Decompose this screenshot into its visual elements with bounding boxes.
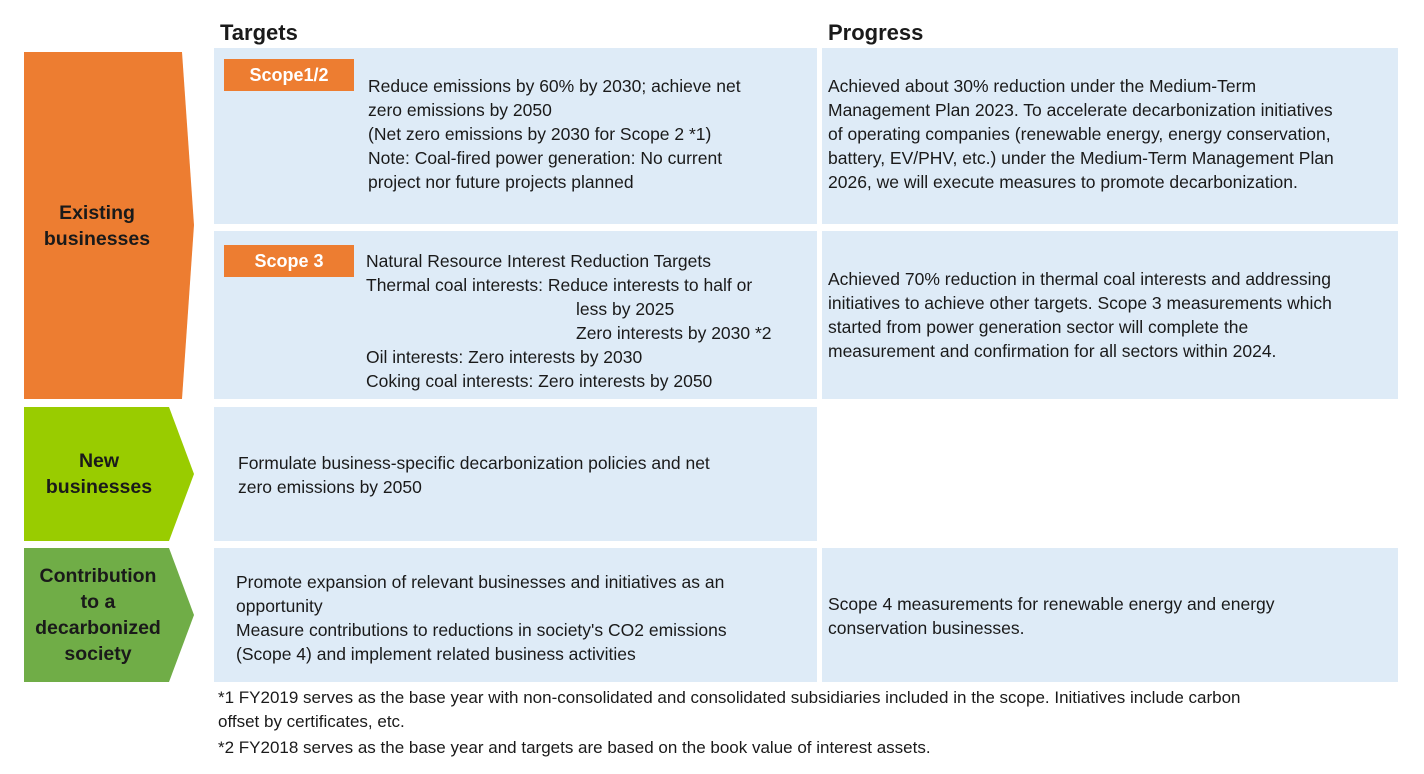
text-line: Natural Resource Interest Reduction Targ… [366, 251, 711, 271]
category-label-line: Existing [59, 201, 135, 224]
text-line: of operating companies (renewable energy… [828, 124, 1331, 144]
scope3-badge: Scope 3 [224, 245, 354, 277]
scope3-progress-cell [822, 231, 1398, 399]
footnote-2: *2 FY2018 serves as the base year and ta… [218, 738, 931, 757]
footnote-1: *1 FY2019 serves as the base year with n… [218, 686, 1241, 734]
text-line: Note: Coal-fired power generation: No cu… [368, 148, 723, 168]
text-line: initiatives to achieve other targets. Sc… [828, 293, 1332, 313]
text-line: Oil interests: Zero interests by 2030 [366, 347, 643, 367]
text-line: zero emissions by 2050 [368, 100, 552, 120]
category-label-line: businesses [45, 476, 153, 498]
category-label-line: to a [80, 591, 116, 613]
text-line: (Scope 4) and implement related business… [236, 644, 636, 664]
text-line: zero emissions by 2050 [238, 477, 422, 497]
text-line: Achieved 70% reduction in thermal coal i… [828, 269, 1331, 289]
text-line: offset by certificates, etc. [218, 712, 405, 731]
text-line: Measure contributions to reductions in s… [236, 620, 727, 640]
text-line: project nor future projects planned [368, 172, 634, 192]
text-line: *1 FY2019 serves as the base year with n… [218, 688, 1241, 707]
text-line: 2026, we will execute measures to promot… [828, 172, 1298, 192]
text-line: Promote expansion of relevant businesses… [236, 572, 725, 592]
orange-chevron-shape [24, 52, 194, 399]
contribution-targets-cell [214, 548, 817, 682]
category-label-line: New [78, 450, 120, 472]
new-business-targets-text: Formulate business-specific decarbonizat… [238, 451, 710, 499]
text-line: Zero interests by 2030 *2 [576, 323, 772, 343]
contribution-progress-text: Scope 4 measurements for renewable energ… [828, 592, 1275, 640]
category-label-line: Contribution [39, 565, 157, 587]
contribution-progress-cell [822, 548, 1398, 682]
new-business-targets-cell [214, 407, 817, 541]
targets-header: Targets [220, 20, 298, 45]
text-line: Coking coal interests: Zero interests by… [366, 371, 713, 391]
progress-header: Progress [828, 20, 924, 45]
scope12-targets-text: Reduce emissions by 60% by 2030; achieve… [368, 74, 741, 194]
scope12-progress-cell [822, 48, 1398, 224]
text-line: Achieved about 30% reduction under the M… [828, 76, 1257, 96]
category-label-line: businesses [43, 227, 151, 250]
text-line: less by 2025 [576, 299, 675, 319]
category-label-line: society [64, 643, 132, 665]
text-line: (Net zero emissions by 2030 for Scope 2 … [368, 124, 712, 144]
text-line: Formulate business-specific decarbonizat… [238, 453, 710, 473]
text-line: Reduce emissions by 60% by 2030; achieve… [368, 76, 741, 96]
text-line: Management Plan 2023. To accelerate deca… [828, 100, 1333, 120]
scope3-targets-text: Natural Resource Interest Reduction Targ… [366, 249, 772, 393]
category-new-businesses: New businesses [24, 407, 194, 541]
green-chevron-shape [24, 407, 194, 541]
text-line: measurement and confirmation for all sec… [828, 341, 1277, 361]
scope3-progress-text: Achieved 70% reduction in thermal coal i… [828, 267, 1332, 363]
category-existing-businesses: Existing businesses [24, 52, 194, 399]
contribution-targets-text: Promote expansion of relevant businesses… [236, 570, 727, 666]
text-line: battery, EV/PHV, etc.) under the Medium-… [828, 148, 1334, 168]
text-line: Thermal coal interests: Reduce interests… [366, 275, 753, 295]
category-contribution: Contribution to a decarbonized society [24, 548, 194, 682]
text-line: opportunity [236, 596, 323, 616]
darkgreen-chevron-shape [24, 548, 194, 682]
category-label-line: decarbonized [35, 617, 161, 639]
text-line: Scope 4 measurements for renewable energ… [828, 594, 1275, 614]
text-line: conservation businesses. [828, 618, 1025, 638]
scope12-progress-text: Achieved about 30% reduction under the M… [828, 74, 1334, 194]
scope12-badge: Scope1/2 [224, 59, 354, 91]
text-line: started from power generation sector wil… [828, 317, 1249, 337]
